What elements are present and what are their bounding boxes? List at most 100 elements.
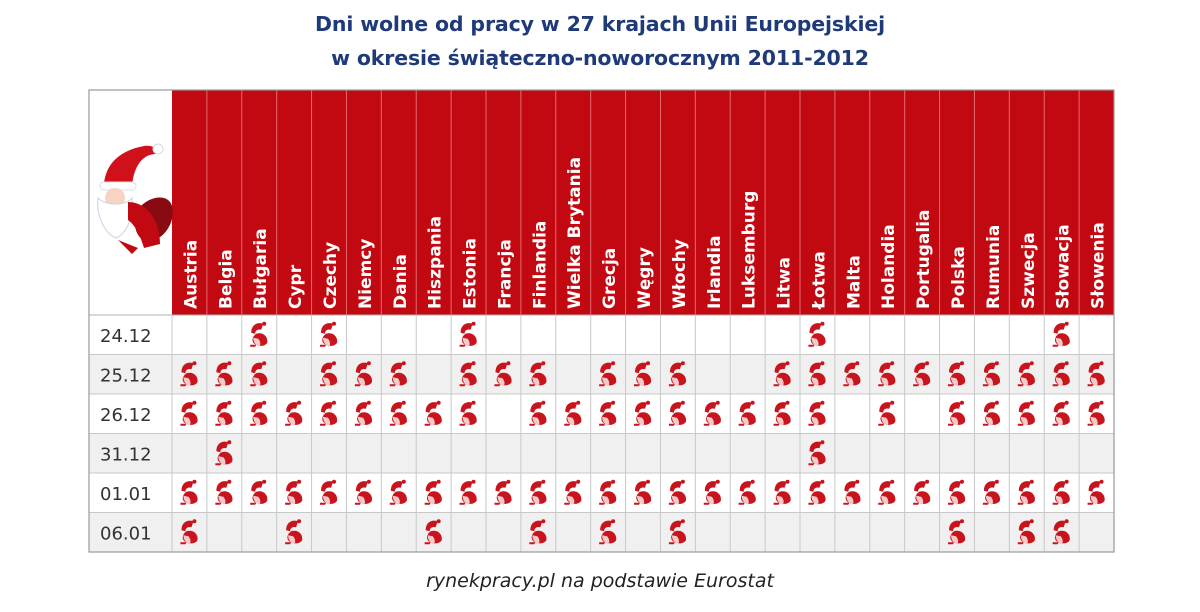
santa-marker-icon [808,479,826,505]
source-note: rynekpracy.pl na podstawie Eurostat [426,570,774,592]
country-header-label: Niemcy [356,239,376,309]
santa-marker-icon [285,400,303,426]
country-header-label: Dania [391,254,411,309]
country-header-label: Wielka Brytania [565,157,585,309]
country-header-label: Belgia [216,249,236,309]
santa-marker-icon [1087,479,1105,505]
date-row-label: 01.01 [100,484,152,505]
table-border [88,89,1115,553]
santa-marker-icon [948,519,966,545]
country-header-label: Rumunia [984,225,1004,309]
santa-marker-icon [773,361,791,387]
santa-marker-icon [1087,400,1105,426]
santa-marker-icon [668,400,687,426]
santa-marker-icon [1017,361,1035,387]
row-stripe [89,512,1114,552]
santa-marker-icon [634,400,652,426]
santa-marker-icon [703,400,721,426]
santa-body [128,202,160,248]
santa-marker-icon [843,479,861,505]
santa-marker-icon [878,479,896,505]
santa-marker-icon [285,519,303,545]
santa-marker-icon [494,479,512,505]
santa-marker-icon [180,479,198,505]
santa-marker-icon [285,479,303,505]
santa-marker-icon [1052,519,1070,545]
santa-marker-icon [215,400,233,426]
santa-marker-icon [773,479,791,505]
santa-marker-icon [878,361,896,387]
santa-marker-icon [215,361,233,387]
santa-marker-icon [738,400,756,426]
santa-marker-icon [703,479,721,505]
country-header-label: Cypr [286,264,306,309]
santa-claus-icon [97,143,173,254]
santa-marker-icon [215,440,233,466]
santa-marker-icon [389,400,407,426]
santa-marker-icon [599,519,617,545]
country-header-label: Czechy [321,242,341,309]
santa-marker-icon [948,400,966,426]
santa-hat-pompom [152,143,164,155]
santa-marker-icon [668,519,687,545]
country-header-label: Włochy [670,239,690,309]
chart-title-line-1: Dni wolne od pracy w 27 krajach Unii Eur… [315,12,885,36]
santa-marker-icon [529,519,547,545]
country-header-label: Irlandia [705,235,725,309]
santa-marker-icon [843,361,861,387]
santa-marker-icon [668,361,687,387]
santa-marker-icon [250,361,268,387]
santa-boot [118,240,138,254]
santa-marker-icon [529,479,547,505]
santa-marker-icon [180,361,198,387]
santa-marker-icon [808,321,826,347]
santa-marker-icon [1052,361,1070,387]
row-stripe [89,433,1114,473]
santa-marker-icon [459,400,477,426]
santa-marker-icon [180,519,198,545]
santa-marker-icon [948,361,966,387]
header-band [172,90,1114,315]
santa-marker-icon [250,479,268,505]
santa-marker-icon [1087,361,1105,387]
santa-marker-icon [668,479,687,505]
santa-marker-icon [320,400,338,426]
country-header-label: Finlandia [530,221,550,309]
country-header-label: Portugalia [914,209,934,309]
santa-marker-icon [773,400,791,426]
santa-marker-icon [599,361,617,387]
santa-marker-icon [634,361,652,387]
date-row-label: 24.12 [100,326,152,347]
santa-marker-icon [354,361,373,387]
santa-marker-icon [738,479,756,505]
santa-marker-icon [808,361,826,387]
santa-hat [104,145,157,186]
santa-marker-icon [878,400,896,426]
santa-marker-icon [250,400,268,426]
santa-marker-icon [808,440,826,466]
country-header-label: Estonia [461,238,481,309]
santa-marker-icon [389,361,407,387]
santa-marker-icon [913,361,931,387]
santa-marker-icon [424,479,442,505]
santa-marker-icon [459,479,477,505]
country-header-label: Bułgaria [251,228,271,309]
santa-marker-icon [494,361,512,387]
santa-marker-icon [389,479,407,505]
santa-marker-icon [354,400,373,426]
date-row-label: 26.12 [100,405,152,426]
santa-marker-icon [1052,479,1070,505]
country-header-label: Słowenia [1089,222,1109,309]
santa-marker-icon [948,479,966,505]
santa-marker-icon [424,519,442,545]
santa-marker-icon [634,479,652,505]
country-header-label: Austria [181,240,201,309]
date-row-label: 25.12 [100,365,152,386]
date-row-label: 06.01 [100,523,152,544]
santa-marker-icon [1052,400,1070,426]
santa-marker-icon [529,400,547,426]
date-row-label: 31.12 [100,444,152,465]
country-header-label: Grecja [600,248,620,309]
country-header-label: Litwa [775,257,795,309]
